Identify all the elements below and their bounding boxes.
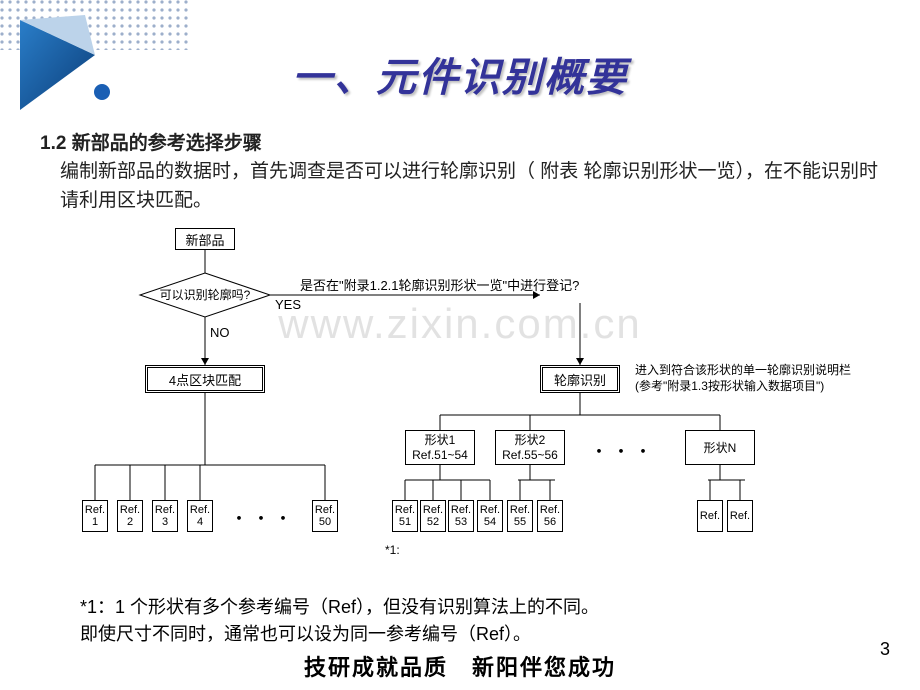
ref-55: Ref. 55: [507, 500, 533, 532]
flow-contour-note: 进入到符合该形状的单一轮廓识别说明栏 (参考"附录1.3按形状输入数据项目"): [635, 363, 851, 394]
ref-54: Ref. 54: [477, 500, 503, 532]
ref-3: Ref. 3: [152, 500, 178, 532]
shape1-label: 形状1: [425, 433, 456, 447]
flow-yes-question: 是否在"附录1.2.1轮廓识别形状一览"中进行登记?: [300, 275, 579, 294]
section-heading: 1.2 新部品的参考选择步骤: [40, 128, 262, 155]
ref-4: Ref. 4: [187, 500, 213, 532]
ref-2: Ref. 2: [117, 500, 143, 532]
shape2-ref: Ref.55~56: [502, 448, 558, 462]
star-anchor: *1:: [385, 543, 400, 557]
slide-title: 一、元件识别概要: [292, 45, 628, 103]
flow-yes-label: YES: [275, 297, 301, 312]
ref-1: Ref. 1: [82, 500, 108, 532]
flow-decision-text: 可以识别轮廓吗?: [157, 286, 253, 303]
page-number: 3: [880, 639, 890, 660]
ref-50: Ref. 50: [312, 500, 338, 532]
ref-51: Ref. 51: [392, 500, 418, 532]
body-text: 编制新部品的数据时，首先调查是否可以进行轮廓识别（ 附表 轮廓识别形状一览），在…: [60, 158, 890, 215]
flow-no-label: NO: [210, 325, 230, 340]
flow-start: 新部品: [175, 228, 235, 250]
flow-shape-n: 形状N: [685, 430, 755, 465]
flow-shape-2: 形状2 Ref.55~56: [495, 430, 565, 465]
ref-n1: Ref.: [697, 500, 723, 532]
ref-n2: Ref.: [727, 500, 753, 532]
ref-53: Ref. 53: [448, 500, 474, 532]
footnote: *1：1 个形状有多个参考编号（Ref），但没有识别算法上的不同。 即使尺寸不同…: [80, 594, 599, 648]
refs-left-dots: ・・・: [230, 505, 296, 531]
flow-block-match: 4点区块匹配: [145, 365, 265, 393]
shape1-ref: Ref.51~54: [412, 448, 468, 462]
shapes-dots: ・・・: [590, 438, 656, 464]
flow-contour: 轮廓识别: [540, 365, 620, 393]
footer-slogan: 技研成就品质 新阳伴您成功: [304, 650, 616, 682]
corner-logo: [0, 0, 190, 120]
flowchart: 新部品 可以识别轮廓吗? YES NO 是否在"附录1.2.1轮廓识别形状一览"…: [60, 225, 880, 575]
flow-shape-1: 形状1 Ref.51~54: [405, 430, 475, 465]
shape2-label: 形状2: [515, 433, 546, 447]
ref-52: Ref. 52: [420, 500, 446, 532]
ref-56: Ref. 56: [537, 500, 563, 532]
